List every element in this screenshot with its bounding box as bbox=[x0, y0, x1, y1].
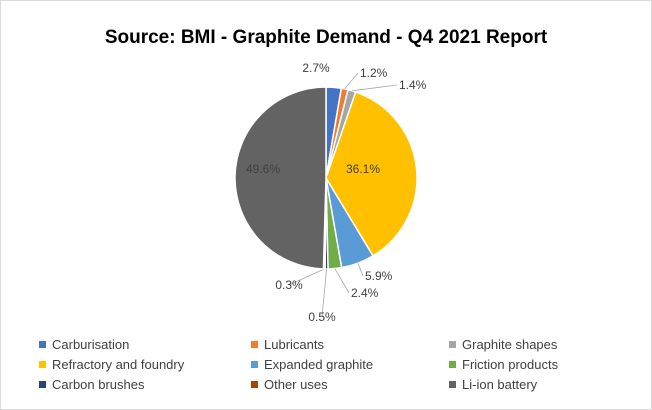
pie-slice-li-ion-battery bbox=[234, 86, 327, 270]
data-label: 2.7% bbox=[302, 61, 330, 75]
legend-label: Friction products bbox=[462, 356, 559, 372]
legend-label: Carburisation bbox=[52, 336, 130, 352]
legend-entry: Li-ion battery bbox=[449, 375, 629, 393]
legend-label: Lubricants bbox=[264, 336, 324, 352]
legend-entry: Graphite shapes bbox=[449, 335, 629, 353]
legend-swatch bbox=[449, 340, 456, 348]
legend-entry: Carbon brushes bbox=[39, 375, 251, 393]
legend-swatch bbox=[251, 360, 258, 368]
legend-label: Other uses bbox=[264, 376, 328, 392]
legend-entry: Refractory and foundry bbox=[39, 355, 251, 373]
data-label: 36.1% bbox=[346, 162, 380, 176]
data-label: 0.5% bbox=[308, 310, 336, 324]
data-label: 1.2% bbox=[360, 66, 388, 80]
data-label: 2.4% bbox=[351, 286, 379, 300]
legend-swatch bbox=[449, 360, 456, 368]
leader-line bbox=[321, 268, 327, 318]
legend-swatch bbox=[39, 380, 46, 388]
legend-entry: Other uses bbox=[251, 375, 449, 393]
chart-title: Source: BMI - Graphite Demand - Q4 2021 … bbox=[104, 27, 548, 48]
legend-entry: Friction products bbox=[449, 355, 629, 373]
legend-label: Expanded graphite bbox=[264, 356, 374, 372]
leader-line bbox=[344, 72, 359, 90]
leader-line bbox=[351, 84, 398, 92]
leader-line bbox=[334, 268, 350, 294]
leader-line bbox=[357, 263, 364, 277]
data-label: 5.9% bbox=[365, 269, 393, 283]
legend-label: Carbon brushes bbox=[52, 376, 145, 392]
data-label: 0.3% bbox=[275, 278, 303, 292]
legend-entry: Carburisation bbox=[39, 335, 251, 353]
legend-label: Refractory and foundry bbox=[52, 356, 185, 372]
legend-label: Li-ion battery bbox=[462, 376, 538, 392]
legend-label: Graphite shapes bbox=[462, 336, 558, 352]
legend-swatch bbox=[251, 380, 258, 388]
legend-swatch bbox=[39, 360, 46, 368]
legend-swatch bbox=[449, 380, 456, 388]
legend-entry: Expanded graphite bbox=[251, 355, 449, 373]
data-label: 49.6% bbox=[246, 162, 280, 176]
legend-entry: Lubricants bbox=[251, 335, 449, 353]
legend-swatch bbox=[39, 340, 46, 348]
leader-line bbox=[288, 268, 325, 286]
data-label: 1.4% bbox=[399, 78, 427, 92]
legend: Carburisation Lubricants Graphite shapes Re… bbox=[39, 335, 639, 393]
legend-swatch bbox=[251, 340, 258, 348]
